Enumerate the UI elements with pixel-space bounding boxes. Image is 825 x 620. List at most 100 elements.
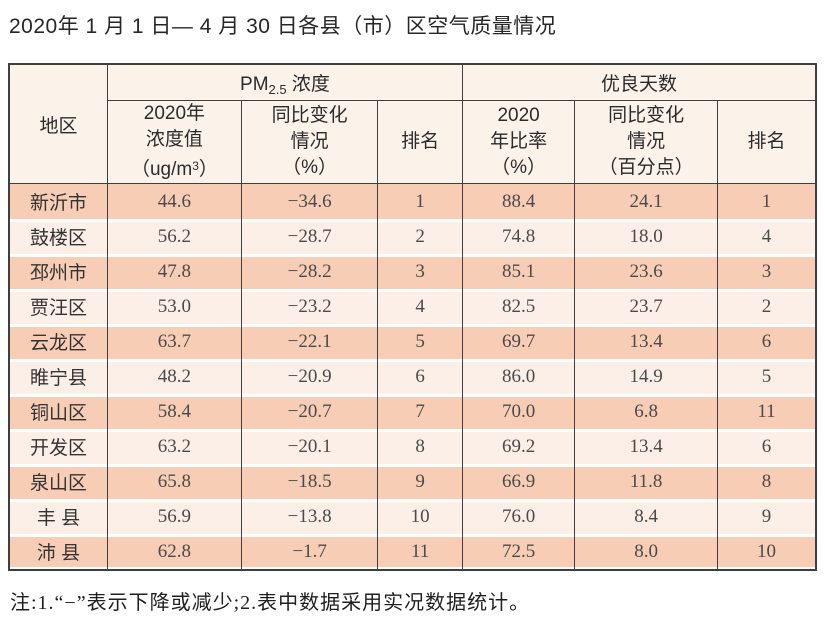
pm-group-prefix: PM — [240, 73, 269, 95]
column-header-good-rank: 排名 — [717, 100, 817, 184]
good-rate-cell: 66.9 — [462, 464, 576, 499]
good-change-cell: 24.1 — [574, 183, 719, 219]
region-cell: 沛 县 — [8, 534, 108, 570]
good-rate-cell: 85.1 — [462, 254, 576, 289]
region-cell: 鼓楼区 — [8, 219, 108, 254]
pm-change-header-line3: （%） — [282, 157, 338, 178]
good-rank-cell: 9 — [717, 499, 817, 534]
air-quality-table: 地区 PM2.5 浓度 优良天数 2020年 浓度值 （ug/m3） 同比变化 … — [8, 63, 817, 571]
pm-value-cell: 65.8 — [106, 464, 242, 499]
table-row: 鼓楼区 56.2 −28.7 2 74.8 18.0 4 — [8, 219, 817, 254]
pm-change-cell: −13.8 — [240, 499, 379, 534]
pm-value-header-line2: 浓度值 — [145, 129, 203, 150]
good-change-cell: 8.0 — [574, 534, 719, 570]
good-rank-cell: 5 — [717, 359, 817, 394]
table-row: 开发区 63.2 −20.1 8 69.2 13.4 6 — [8, 429, 817, 464]
pm-rank-cell: 7 — [377, 394, 464, 429]
good-rate-header-line2: 年比率 — [490, 131, 548, 152]
good-change-header-line1: 同比变化 — [608, 105, 685, 126]
good-rank-cell: 4 — [717, 219, 817, 254]
pm-change-header-line2: 情况 — [290, 131, 329, 152]
pm-rank-cell: 8 — [377, 429, 464, 464]
good-rank-cell: 2 — [717, 289, 817, 324]
region-cell: 新沂市 — [8, 183, 108, 219]
pm-change-cell: −23.2 — [240, 289, 379, 324]
pm-value-cell: 47.8 — [106, 254, 242, 289]
pm-value-header-line1: 2020年 — [143, 103, 206, 124]
good-change-cell: 23.7 — [574, 289, 719, 324]
good-change-cell: 23.6 — [574, 254, 719, 289]
column-header-pm-rank: 排名 — [377, 100, 464, 184]
region-cell: 铜山区 — [8, 394, 108, 429]
pm-change-cell: −28.2 — [240, 254, 379, 289]
pm-change-cell: −22.1 — [240, 324, 379, 359]
pm-value-header-unit: （ug/m3） — [108, 153, 241, 183]
good-rate-cell: 74.8 — [462, 219, 576, 254]
good-rate-cell: 70.0 — [462, 394, 576, 429]
pm-rank-cell: 2 — [377, 219, 464, 254]
pm-value-cell: 44.6 — [106, 183, 242, 219]
pm-change-cell: −18.5 — [240, 464, 379, 499]
pm-change-cell: −1.7 — [240, 534, 379, 570]
column-header-region: 地区 — [8, 63, 108, 184]
region-cell: 开发区 — [8, 429, 108, 464]
pm-change-header-line1: 同比变化 — [271, 105, 348, 126]
pm-value-cell: 63.7 — [106, 324, 242, 359]
table-row: 铜山区 58.4 −20.7 7 70.0 6.8 11 — [8, 394, 817, 429]
region-cell: 丰 县 — [8, 499, 108, 534]
table-body: 新沂市 44.6 −34.6 1 88.4 24.1 1 鼓楼区 56.2 −2… — [8, 183, 817, 570]
pm-value-cell: 53.0 — [106, 289, 242, 324]
column-group-good-days: 优良天数 — [462, 63, 817, 101]
pm-change-cell: −20.9 — [240, 359, 379, 394]
good-change-cell: 11.8 — [574, 464, 719, 499]
good-change-cell: 8.4 — [574, 499, 719, 534]
pm-group-subscript: 2.5 — [268, 81, 287, 97]
good-change-header-line2: 情况 — [627, 131, 666, 152]
table-row: 睢宁县 48.2 −20.9 6 86.0 14.9 5 — [8, 359, 817, 394]
table-row: 沛 县 62.8 −1.7 11 72.5 8.0 10 — [8, 534, 817, 570]
region-cell: 睢宁县 — [8, 359, 108, 394]
pm-change-cell: −28.7 — [240, 219, 379, 254]
pm-rank-cell: 4 — [377, 289, 464, 324]
pm-rank-cell: 1 — [377, 183, 464, 219]
pm-group-suffix: 浓度 — [286, 73, 330, 95]
pm-value-cell: 56.9 — [106, 499, 242, 534]
region-cell: 贾汪区 — [8, 289, 108, 324]
pm-rank-cell: 5 — [377, 324, 464, 359]
good-change-cell: 13.4 — [574, 324, 719, 359]
good-rate-cell: 76.0 — [462, 499, 576, 534]
column-group-pm25: PM2.5 浓度 — [106, 63, 464, 101]
pm-value-cell: 63.2 — [106, 429, 242, 464]
good-rate-cell: 88.4 — [462, 183, 576, 219]
pm-rank-cell: 6 — [377, 359, 464, 394]
pm-unit-prefix: （ug/m — [130, 159, 193, 180]
region-cell: 泉山区 — [8, 464, 108, 499]
pm-unit-suffix: ） — [198, 159, 218, 180]
header-group-row: 地区 PM2.5 浓度 优良天数 — [8, 63, 817, 184]
good-rank-cell: 3 — [717, 254, 817, 289]
footnote: 注:1.“−”表示下降或减少;2.表中数据采用实况数据统计。 — [10, 592, 531, 614]
region-cell: 邳州市 — [8, 254, 108, 289]
column-header-pm-value: 2020年 浓度值 （ug/m3） — [106, 100, 242, 184]
good-rate-header-line1: 2020 — [497, 105, 540, 126]
pm-value-cell: 58.4 — [106, 394, 242, 429]
good-change-header-line3: （百分点） — [598, 157, 694, 178]
table-row: 丰 县 56.9 −13.8 10 76.0 8.4 9 — [8, 499, 817, 534]
pm-rank-cell: 10 — [377, 499, 464, 534]
good-rate-header-line3: （%） — [491, 157, 547, 178]
page-title: 2020年 1 月 1 日— 4 月 30 日各县（市）区空气质量情况 — [9, 15, 557, 38]
good-rate-cell: 86.0 — [462, 359, 576, 394]
good-change-cell: 6.8 — [574, 394, 719, 429]
good-change-cell: 18.0 — [574, 219, 719, 254]
pm-change-cell: −20.1 — [240, 429, 379, 464]
good-change-cell: 13.4 — [574, 429, 719, 464]
good-rate-cell: 69.7 — [462, 324, 576, 359]
pm-change-cell: −34.6 — [240, 183, 379, 219]
table-row: 邳州市 47.8 −28.2 3 85.1 23.6 3 — [8, 254, 817, 289]
good-change-cell: 14.9 — [574, 359, 719, 394]
good-rate-cell: 72.5 — [462, 534, 576, 570]
pm-value-cell: 56.2 — [106, 219, 242, 254]
good-rank-cell: 8 — [717, 464, 817, 499]
pm-rank-cell: 11 — [377, 534, 464, 570]
